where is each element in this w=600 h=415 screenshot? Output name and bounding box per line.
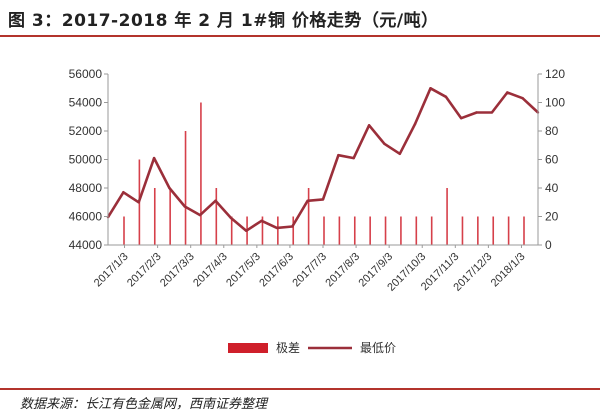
low-price-point bbox=[168, 186, 171, 190]
legend-label-range: 极差 bbox=[276, 341, 300, 355]
range-bar bbox=[338, 216, 341, 245]
low-price-point bbox=[506, 91, 509, 94]
low-price-point bbox=[137, 201, 140, 204]
low-price-point bbox=[306, 199, 309, 203]
range-bar bbox=[477, 216, 479, 245]
range-bar bbox=[400, 216, 402, 245]
x-tick-label: 2017/6/3 bbox=[257, 251, 296, 290]
left-tick-label: 54000 bbox=[69, 96, 103, 110]
right-tick-label: 60 bbox=[545, 153, 559, 167]
range-bar bbox=[277, 216, 279, 245]
x-tick-label: 2017/4/3 bbox=[191, 251, 230, 290]
low-price-point bbox=[122, 191, 125, 194]
range-bar bbox=[215, 188, 218, 245]
x-tick-label: 2018/1/3 bbox=[489, 251, 528, 290]
low-price-point bbox=[444, 95, 448, 99]
low-price-point bbox=[321, 198, 325, 201]
range-bar bbox=[384, 216, 387, 245]
low-price-point bbox=[367, 124, 371, 127]
range-bar bbox=[307, 188, 310, 245]
low-price-point bbox=[383, 142, 386, 146]
left-tick-label: 44000 bbox=[69, 238, 103, 252]
low-price-point bbox=[260, 219, 263, 222]
right-tick-label: 40 bbox=[545, 181, 559, 195]
range-bar bbox=[153, 188, 156, 245]
range-bar bbox=[230, 216, 233, 245]
low-price-point bbox=[521, 97, 524, 100]
left-tick-label: 56000 bbox=[69, 67, 103, 81]
legend-label-low: 最低价 bbox=[360, 341, 396, 355]
low-price-point bbox=[413, 122, 417, 126]
low-price-point bbox=[214, 199, 217, 203]
low-price-point bbox=[183, 205, 186, 208]
low-price-point bbox=[490, 111, 494, 114]
right-tick-label: 120 bbox=[545, 67, 565, 81]
source-rule bbox=[0, 388, 600, 390]
x-tick-label: 2017/1/3 bbox=[92, 251, 131, 290]
range-bar bbox=[492, 216, 495, 245]
range-bar bbox=[184, 131, 187, 245]
low-price-point bbox=[291, 225, 294, 228]
x-tick-label: 2017/8/3 bbox=[323, 251, 362, 290]
left-tick-label: 50000 bbox=[69, 153, 103, 167]
range-bar bbox=[261, 216, 264, 245]
title-rule bbox=[0, 35, 600, 37]
right-tick-label: 20 bbox=[545, 210, 559, 224]
low-price-line bbox=[106, 87, 539, 233]
range-bar bbox=[430, 216, 433, 245]
figure-title: 图 3：2017-2018 年 2 月 1#铜 价格走势（元/吨） bbox=[8, 11, 439, 31]
low-price-point bbox=[398, 152, 401, 155]
range-bar bbox=[323, 216, 325, 245]
left-tick-label: 52000 bbox=[69, 124, 103, 138]
range-bar bbox=[461, 216, 464, 245]
x-tick-label: 2017/5/3 bbox=[224, 251, 263, 290]
x-tick-label: 2017/2/3 bbox=[125, 251, 164, 290]
range-bar bbox=[169, 188, 171, 245]
range-bar bbox=[446, 188, 448, 245]
low-price-point bbox=[429, 87, 432, 90]
copper-price-chart: 44000 46000 48000 50000 52000 54000 56000 0 20 40… bbox=[69, 67, 566, 355]
range-bar bbox=[123, 216, 125, 245]
left-tick-label: 48000 bbox=[69, 181, 103, 195]
range-bar bbox=[200, 102, 202, 245]
low-price-point bbox=[337, 154, 340, 157]
low-price-point bbox=[198, 213, 202, 217]
low-price-point bbox=[275, 226, 279, 230]
low-price-point bbox=[475, 111, 478, 114]
range-bar bbox=[523, 216, 525, 245]
right-tick-label: 0 bbox=[545, 238, 552, 252]
range-bar bbox=[415, 216, 418, 245]
x-tick-label: 2017/3/3 bbox=[158, 251, 197, 290]
right-tick-label: 100 bbox=[545, 96, 565, 110]
source-note: 数据来源：长江有色金属网，西南证券整理 bbox=[20, 397, 268, 412]
low-price-point bbox=[245, 229, 248, 232]
left-tick-label: 46000 bbox=[69, 210, 103, 224]
range-bar bbox=[292, 216, 295, 245]
range-bar bbox=[369, 216, 371, 245]
low-price-point bbox=[229, 216, 233, 220]
x-tick-label: 2017/7/3 bbox=[290, 251, 329, 290]
legend-swatch-range bbox=[228, 343, 268, 353]
range-bar bbox=[353, 216, 356, 245]
range-bar bbox=[507, 216, 510, 245]
low-price-point bbox=[352, 156, 355, 160]
low-price-point bbox=[460, 116, 463, 120]
low-price-point bbox=[152, 156, 156, 160]
right-tick-label: 80 bbox=[545, 124, 559, 138]
